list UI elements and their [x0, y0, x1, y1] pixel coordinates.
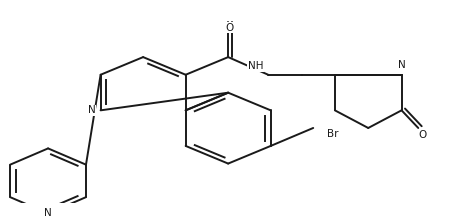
Text: N: N [398, 60, 405, 70]
Text: N: N [44, 208, 52, 218]
Text: N: N [87, 105, 95, 115]
Text: O: O [418, 130, 427, 140]
Text: NH: NH [248, 61, 264, 71]
Text: O: O [225, 23, 234, 33]
Text: Br: Br [327, 129, 338, 140]
